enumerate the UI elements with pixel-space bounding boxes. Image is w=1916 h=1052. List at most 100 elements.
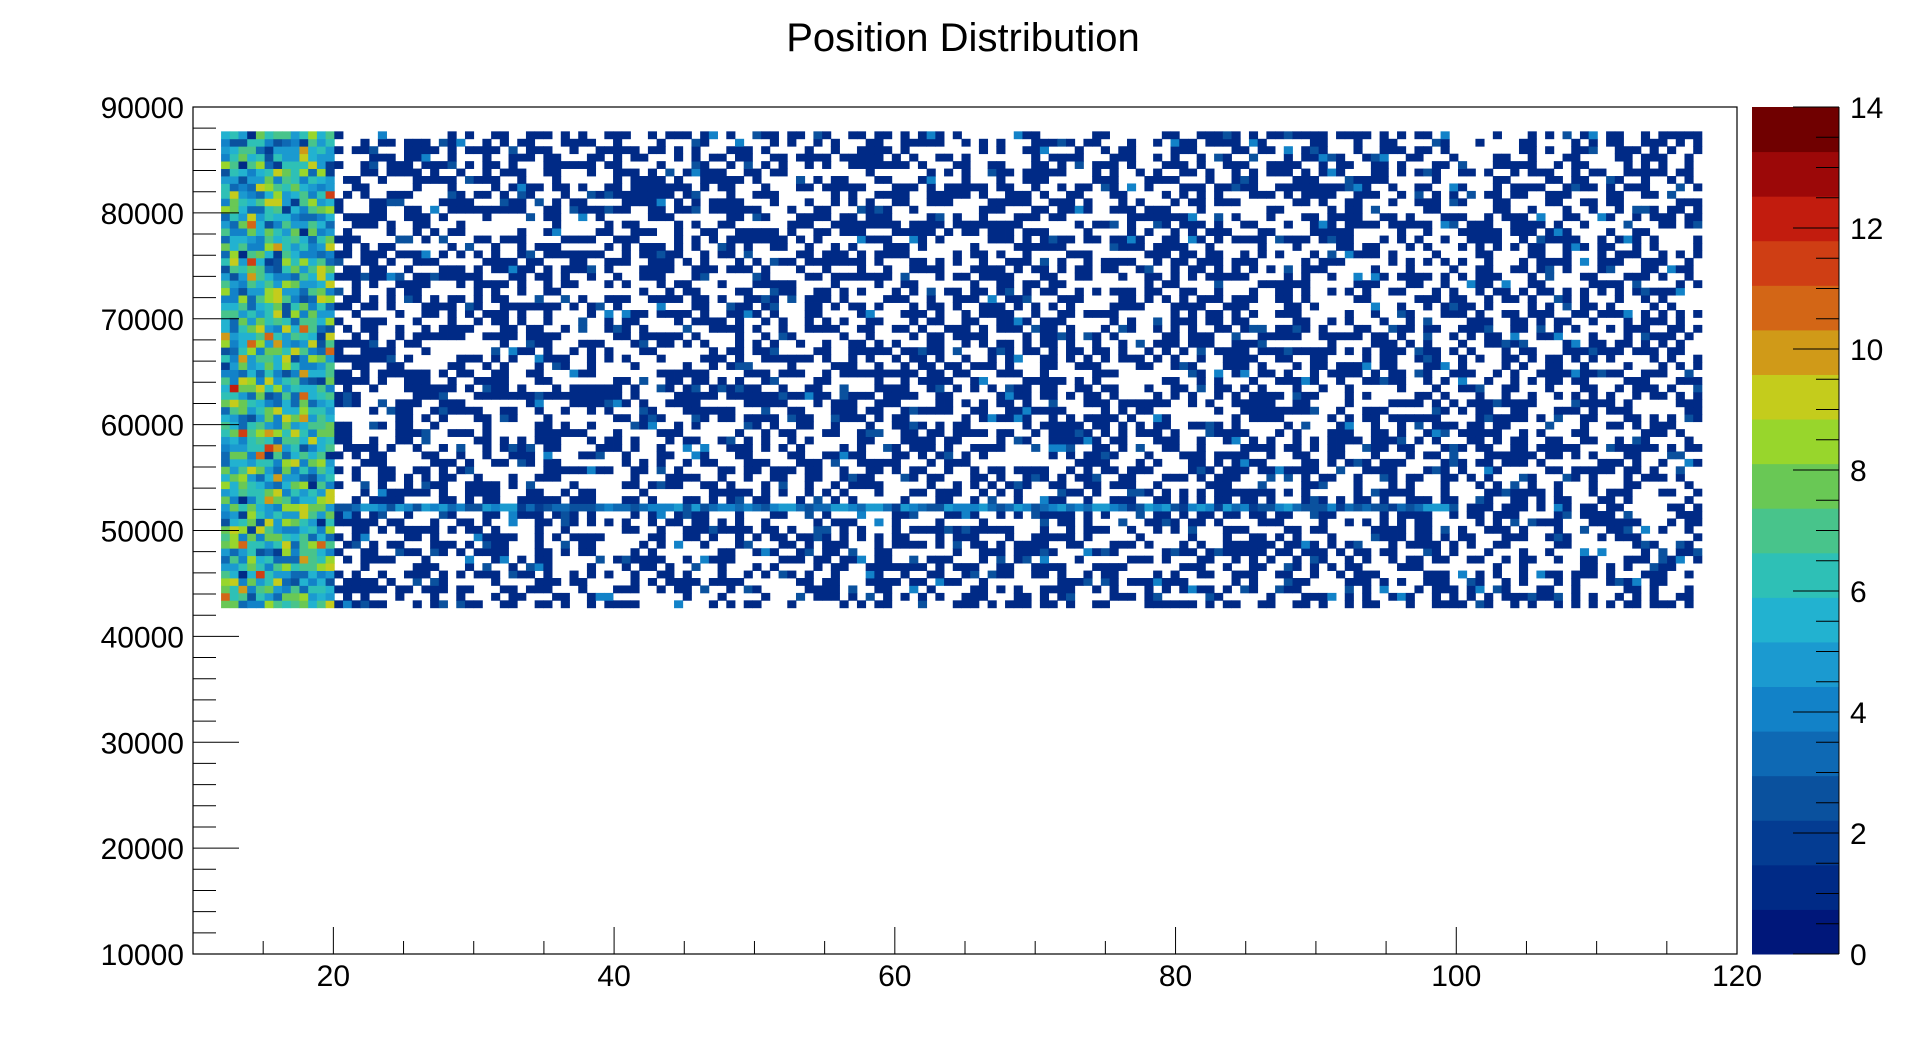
heatmap-cell [1022,131,1032,140]
heatmap-cell [604,243,614,251]
heatmap-cell [813,257,823,266]
heatmap-cell [1048,429,1058,437]
heatmap-cell [1248,578,1259,586]
heatmap-cell [221,533,231,542]
heatmap-cell [1118,347,1128,356]
heatmap-cell [1257,347,1267,356]
heatmap-cell [804,310,814,318]
heatmap-cell [238,555,248,564]
heatmap-cell [935,138,945,147]
heatmap-cell [421,414,431,423]
heatmap-cell [700,481,710,490]
heatmap-cell [229,317,239,326]
heatmap-cell [674,205,684,214]
heatmap-cell [691,369,701,378]
heatmap-cell [517,138,527,147]
heatmap-cell [639,243,649,251]
heatmap-cell [464,272,475,281]
heatmap-cell [325,496,335,504]
heatmap-cell [883,592,893,601]
heatmap-cell [1266,399,1276,408]
heatmap-cell [1431,451,1441,460]
heatmap-cell [961,161,971,169]
heatmap-cell [708,488,718,497]
heatmap-cell [412,570,422,579]
heatmap-cell [1266,205,1276,214]
heatmap-cell [1283,585,1293,594]
heatmap-cell [412,250,422,259]
heatmap-cell [1309,548,1320,557]
heatmap-cell [839,213,849,222]
heatmap-cell [952,421,962,430]
heatmap-cell [1048,272,1058,281]
heatmap-cell [996,138,1006,147]
heatmap-cell [1240,399,1250,408]
heatmap-cell [325,176,335,184]
heatmap-cell [595,384,605,393]
heatmap-cell [534,339,544,348]
heatmap-cell [377,131,387,140]
heatmap-cell [1327,429,1337,437]
heatmap-cell [639,488,649,497]
heatmap-cell [1135,243,1145,251]
heatmap-cell [221,235,231,244]
heatmap-cell [282,503,292,512]
heatmap-cell [1248,503,1259,512]
heatmap-cell [517,347,527,356]
heatmap-cell [1092,362,1102,370]
heatmap-cell [909,317,919,326]
heatmap-cell [1231,183,1241,192]
heatmap-cell [1336,451,1346,460]
heatmap-cell [839,399,849,408]
heatmap-cell [343,228,353,236]
heatmap-cell [221,429,231,437]
heatmap-cell [343,384,353,393]
heatmap-cell [1187,563,1198,571]
heatmap-cell [1057,183,1067,192]
heatmap-cell [343,265,353,274]
heatmap-cell [1126,555,1137,564]
heatmap-cell [343,600,353,609]
heatmap-cell [1397,347,1407,356]
heatmap-cell [1231,354,1241,363]
heatmap-cell [952,511,962,519]
heatmap-cell [944,444,954,452]
heatmap-cell [1144,540,1154,549]
heatmap-cell [1187,533,1198,542]
heatmap-cell [909,280,919,289]
heatmap-cell [334,377,344,385]
heatmap-cell [229,377,239,385]
heatmap-cell [700,272,710,281]
heatmap-cell [1222,347,1232,356]
heatmap-cell [1126,578,1137,586]
heatmap-cell [1048,332,1058,341]
heatmap-cell [534,362,544,370]
heatmap-cell [647,406,658,415]
heatmap-cell [1327,257,1337,266]
heatmap-cell [1309,511,1320,519]
heatmap-cell [1187,302,1198,311]
heatmap-cell [1379,146,1389,155]
heatmap-cell [935,384,945,393]
heatmap-cell [1240,384,1250,393]
heatmap-cell [1344,391,1354,400]
heatmap-cell [369,339,379,348]
heatmap-cell [1179,257,1189,266]
heatmap-cell [822,503,832,512]
heatmap-cell [325,205,335,214]
heatmap-cell [1187,213,1198,222]
heatmap-cell [639,466,649,475]
heatmap-cell [525,399,536,408]
heatmap-cell [264,384,274,393]
heatmap-cell [499,317,509,326]
heatmap-cell [778,354,788,363]
heatmap-cell [586,384,597,393]
heatmap-cell [787,228,797,236]
heatmap-cell [1362,190,1372,199]
heatmap-cell [1092,548,1102,557]
heatmap-cell [848,592,858,601]
heatmap-cell [708,176,718,184]
heatmap-cell [856,525,867,534]
heatmap-cell [1031,533,1041,542]
heatmap-cell [1362,347,1372,356]
